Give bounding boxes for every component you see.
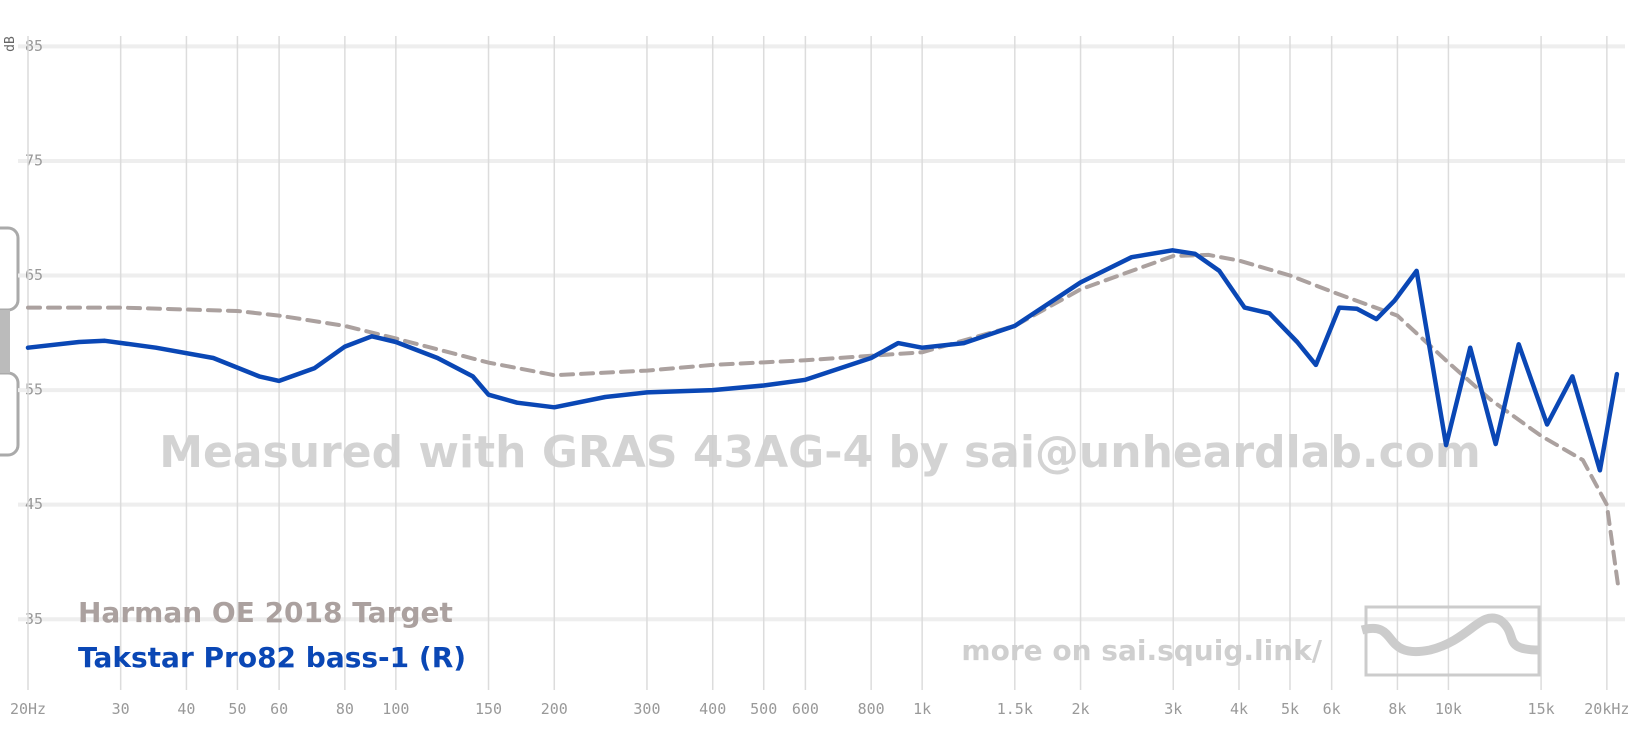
x-tick-label: 4k [1230,700,1248,718]
x-tick-label: 300 [633,700,660,718]
x-tick-label: 15k [1528,700,1555,718]
logo [1360,605,1541,677]
series-line [26,252,1620,587]
plot [25,248,1620,587]
y-tick-label: 55 [25,381,43,399]
x-tick-label: 5k [1281,700,1299,718]
x-tick-label: 3k [1164,700,1182,718]
x-tick-label: 200 [541,700,568,718]
x-tick-label: 1k [913,700,931,718]
x-tick-label: 100 [382,700,409,718]
x-tick-label: 20Hz [10,700,46,718]
watermark: Measured with GRAS 43AG-4 by sai@unheard… [159,427,1481,478]
grid: 85 75 65 55 45 35 20Hz 30 40 50 60 80 100 150 200 300 40… [10,36,1629,718]
x-tick-label: 500 [750,700,777,718]
side-handle [0,226,20,457]
x-tick-label: 8k [1388,700,1406,718]
x-tick-label: 60 [270,700,288,718]
x-tick-label: 1.5k [997,700,1033,718]
y-tick-label: 45 [25,495,43,513]
y-tick-label: 65 [25,266,43,284]
legend-entry: Harman OE 2018 Target [78,596,453,629]
y-tick-label: 75 [25,151,43,169]
y-tick-label: 35 [25,610,43,628]
x-tick-label: 30 [112,700,130,718]
y-axis-label: dB [3,36,18,52]
x-tick-label: 400 [699,700,726,718]
footer-link: more on sai.squig.link/ [961,634,1322,667]
legend: Harman OE 2018 Target Takstar Pro82 bass-… [78,596,466,674]
x-tick-label: 150 [475,700,502,718]
x-tick-label: 600 [792,700,819,718]
x-tick-label: 800 [858,700,885,718]
x-tick-label: 6k [1323,700,1341,718]
x-tick-label: 20kHz [1584,700,1629,718]
x-tick-label: 2k [1072,700,1090,718]
y-tick-label: 85 [25,37,43,55]
x-tick-label: 10k [1435,700,1462,718]
x-tick-label: 50 [228,700,246,718]
series-line [25,248,1620,473]
legend-entry: Takstar Pro82 bass-1 (R) [78,641,466,674]
x-tick-label: 80 [336,700,354,718]
x-tick-label: 40 [177,700,195,718]
